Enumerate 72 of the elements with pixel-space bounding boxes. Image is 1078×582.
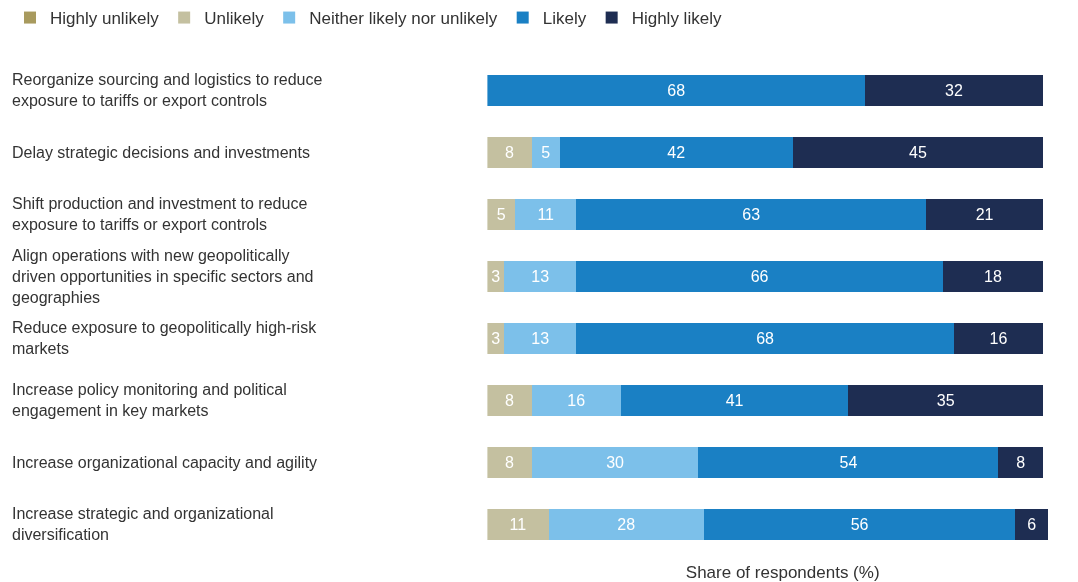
data-label: 54 bbox=[839, 453, 858, 471]
data-label: 11 bbox=[509, 515, 527, 533]
bar bbox=[576, 260, 943, 292]
data-label: 6 bbox=[1027, 515, 1037, 533]
data-label: 5 bbox=[496, 205, 506, 223]
bar bbox=[531, 384, 621, 416]
legend-label: Highly unlikely bbox=[50, 9, 160, 29]
data-label: 45 bbox=[908, 143, 927, 161]
bar bbox=[487, 508, 549, 540]
bar bbox=[620, 384, 849, 416]
bar bbox=[504, 322, 577, 354]
bar bbox=[531, 446, 699, 478]
data-label: 5 bbox=[541, 143, 551, 161]
legend-label: Highly likely bbox=[631, 9, 722, 29]
y-tick-label: Shift production and investment to reduce exposure to tariffs or export controls bbox=[12, 195, 308, 233]
data-label: 18 bbox=[983, 267, 1002, 285]
data-label: 8 bbox=[505, 143, 515, 161]
y-tick-label: Reduce exposure to geopolitically high-risk markets bbox=[12, 319, 318, 357]
bar bbox=[954, 322, 1043, 354]
bar bbox=[998, 446, 1043, 478]
data-label: 13 bbox=[531, 267, 550, 285]
bar bbox=[698, 446, 999, 478]
bar bbox=[865, 74, 1043, 106]
data-label: 32 bbox=[945, 81, 963, 99]
data-label: 16 bbox=[567, 391, 586, 409]
bar bbox=[487, 74, 866, 106]
legend-label: Neither likely nor unlikely bbox=[309, 9, 498, 29]
bar bbox=[487, 446, 532, 478]
data-label: 16 bbox=[989, 329, 1008, 347]
legend-label: Unlikely bbox=[204, 9, 265, 29]
y-tick-label: Align operations with new geopolitically driven opportunities in specific sectors and geographies bbox=[12, 247, 314, 306]
bar bbox=[576, 322, 955, 354]
data-label: 35 bbox=[936, 391, 955, 409]
data-label: 8 bbox=[505, 453, 515, 471]
bar bbox=[792, 136, 1043, 168]
data-label: 8 bbox=[1016, 453, 1026, 471]
bar bbox=[548, 508, 705, 540]
legend-label: Likely bbox=[542, 9, 587, 29]
data-label: 13 bbox=[531, 329, 550, 347]
x-axis-title: Share of respondents (%) bbox=[685, 563, 880, 582]
bar bbox=[704, 508, 1016, 540]
bar bbox=[515, 198, 577, 230]
data-label: 66 bbox=[750, 267, 769, 285]
data-label: 3 bbox=[491, 329, 501, 347]
data-label: 21 bbox=[975, 205, 994, 223]
y-tick-label: Increase organizational capacity and agility bbox=[12, 454, 318, 471]
bar bbox=[942, 260, 1043, 292]
data-label: 68 bbox=[667, 81, 686, 99]
data-label: 42 bbox=[667, 143, 686, 161]
y-tick-label: Reorganize sourcing and logistics to reduce exposure to tariffs or export controls bbox=[12, 71, 323, 109]
bar bbox=[559, 136, 793, 168]
bar bbox=[504, 260, 577, 292]
data-label: 30 bbox=[606, 453, 625, 471]
y-tick-label: Delay strategic decisions and investments bbox=[12, 144, 310, 161]
bar bbox=[487, 198, 516, 230]
bar bbox=[848, 384, 1043, 416]
data-label: 28 bbox=[617, 515, 636, 533]
bar bbox=[487, 136, 532, 168]
bar bbox=[487, 384, 532, 416]
bar bbox=[926, 198, 1043, 230]
y-tick-label: Increase strategic and organizational diversification bbox=[12, 505, 274, 543]
y-tick-label: Increase policy monitoring and political engagement in key markets bbox=[12, 381, 287, 419]
data-label: 8 bbox=[505, 391, 515, 409]
data-label: 56 bbox=[850, 515, 869, 533]
bar bbox=[576, 198, 927, 230]
data-label: 63 bbox=[742, 205, 761, 223]
bar bbox=[531, 136, 560, 168]
data-label: 68 bbox=[756, 329, 775, 347]
data-label: 41 bbox=[725, 391, 744, 409]
data-label: 11 bbox=[537, 205, 555, 223]
data-label: 3 bbox=[491, 267, 501, 285]
bar bbox=[1015, 508, 1049, 540]
